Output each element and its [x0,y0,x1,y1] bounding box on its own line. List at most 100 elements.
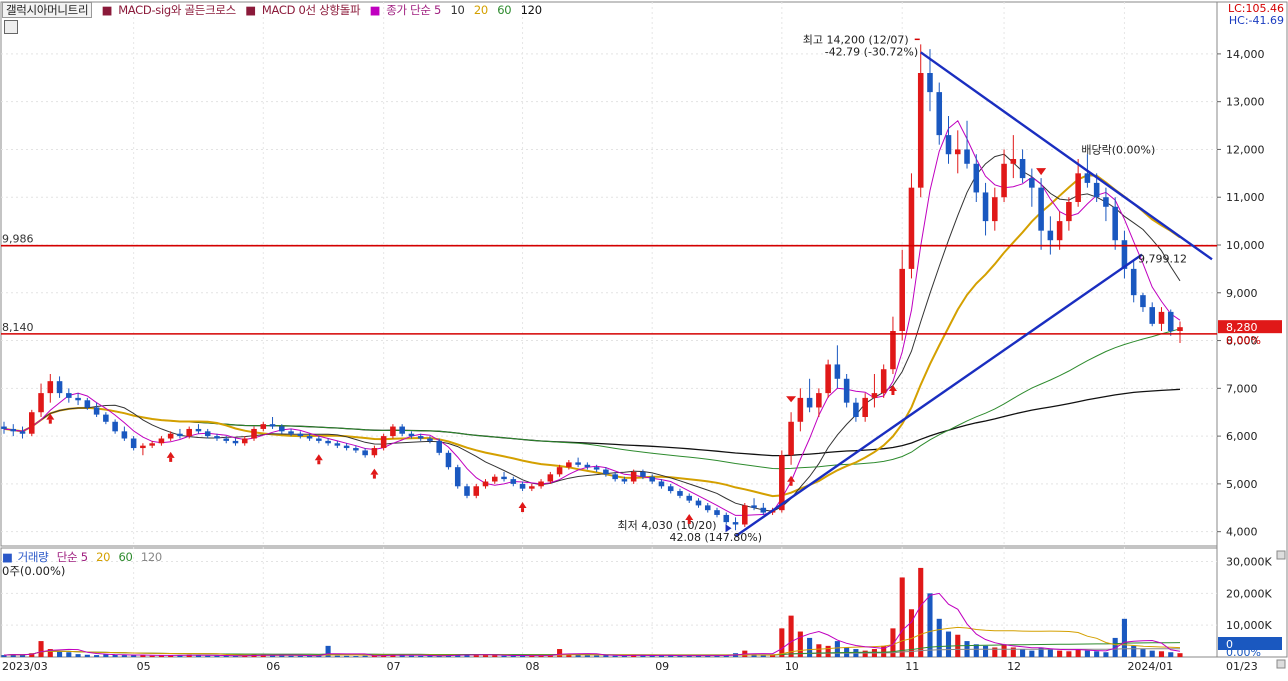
candle-body [1167,311,1174,331]
candle-body [862,397,868,417]
candle-body [408,433,415,437]
vol-ma-20-line [3,626,1181,656]
volume-bar [168,655,174,657]
volume-bar [584,655,590,657]
candle-body [917,73,924,188]
volume-bar [1149,650,1155,657]
volume-bar [1168,652,1174,657]
buy-signal-arrow [166,451,175,458]
candle-body [964,149,970,164]
volume-bar [603,655,609,657]
volume-bar [899,577,905,657]
volume-bar [908,609,915,657]
candle-body [47,381,54,394]
candle-body [677,491,683,496]
indicator-label-macd-sig[interactable]: MACD-sig와 골든크로스 [118,3,236,17]
volume-ma-120[interactable]: 120 [140,550,162,564]
candle-body [260,424,267,429]
volume-bar [927,593,933,657]
ma-period-60[interactable]: 60 [497,3,512,17]
volume-bar [714,655,720,657]
volume-tick-label: 20,000K [1226,587,1272,600]
candle-body [714,510,720,515]
volume-bar [334,655,340,657]
volume-bar [547,655,553,657]
candle-body [417,436,424,439]
ma-period-120[interactable]: 120 [520,3,542,17]
candle-body [1121,240,1128,269]
candle-body [612,474,618,480]
candle-body [84,400,91,408]
volume-bar [57,651,63,657]
price-tick-label: 14,000 [1226,48,1265,61]
candle-body [93,407,100,415]
volume-current: 0주(0.00%) [2,564,66,578]
candle-body [362,450,368,456]
volume-bar [418,655,424,657]
indicator-label-macd-zero[interactable]: MACD 0선 상향돌파 [261,3,361,17]
buy-signal-stem [789,481,793,486]
volume-bar [362,655,368,657]
volume-bar [177,655,183,657]
volume-ma-label[interactable]: 단순 5 [56,550,88,564]
candle-body [529,486,535,489]
volume-bar [269,655,276,657]
candle-body [306,436,313,439]
volume-bar [195,655,202,657]
candle-body [288,431,294,434]
volume-bar [640,655,646,657]
volume-bar [1094,651,1100,657]
candle-body [454,467,461,487]
price-tick-label: 6,000 [1226,430,1258,443]
price-tick-label: 8,000 [1226,335,1258,348]
volume-ma-20[interactable]: 20 [96,550,111,564]
candle-body [1140,295,1146,308]
candle-body [621,479,628,482]
candle-body [992,197,998,222]
ma-20-line [3,174,1181,498]
price-tick-label: 4,000 [1226,526,1258,539]
grid-toggle-icon[interactable] [4,20,18,34]
ma-period-10[interactable]: 10 [450,3,465,17]
volume-ma-60[interactable]: 60 [118,550,133,564]
volume-bar [695,655,702,657]
volume-bar [797,631,803,657]
candle-body [880,369,887,394]
candle-body [686,495,693,501]
volume-bar [427,655,433,657]
candle-body [1149,307,1155,324]
volume-panel-frame [0,547,1218,658]
volume-bar [982,645,989,657]
volume-bar [408,655,414,657]
volume-bar [1075,649,1081,657]
buy-signal-arrow [46,413,55,420]
candle-body [908,187,915,269]
candle-body [695,500,702,506]
price-tick-label: 11,000 [1226,191,1265,204]
trend-line-up [734,253,1143,538]
lc-value: LC:105.46 [1227,2,1284,15]
stock-name-button[interactable]: 갤럭시아머니트리 [2,2,93,18]
volume-bar [38,641,44,657]
ma-period-20[interactable]: 20 [473,3,488,17]
volume-bar [307,655,313,657]
ma-label[interactable]: 종가 단순 5 [386,3,442,17]
price-tick-label: 9,000 [1226,287,1258,300]
volume-title[interactable]: 거래량 [17,550,49,564]
candle-body [269,424,276,427]
candle-body [732,522,739,525]
volume-bar [232,655,239,657]
candle-body [927,73,933,93]
volume-bar [501,655,507,657]
volume-bar [557,649,563,657]
candle-body [10,428,17,432]
x-axis-label: 12 [1007,660,1021,673]
candle-body [232,440,239,444]
candle-body [649,476,655,482]
candle-body [204,431,211,437]
volume-bar [47,649,53,657]
volume-bar [1121,618,1127,657]
candle-body [223,438,230,441]
x-axis-label: 11 [905,660,919,673]
volume-bar [881,645,887,657]
